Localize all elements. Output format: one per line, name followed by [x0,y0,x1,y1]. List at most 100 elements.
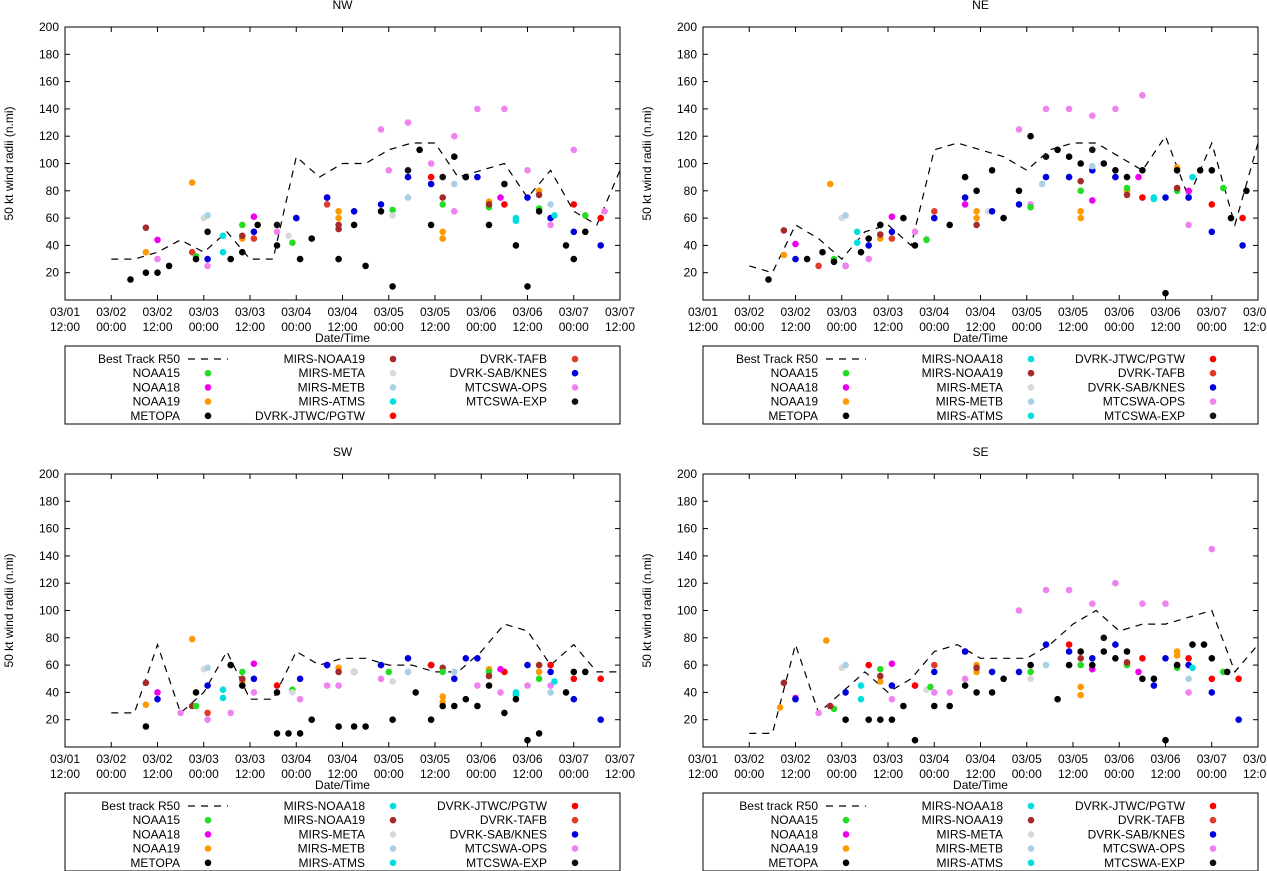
x-tick-time: 00:00 [1197,767,1227,781]
point-noaa19 [1173,652,1181,659]
x-tick-date: 03/04 [965,305,995,319]
point-mirs-noaa19 [239,232,246,240]
x-tick-date: 03/05 [374,305,404,319]
point-mirs-noaa19 [335,668,342,676]
point-metopa [239,248,246,256]
x-tick-date: 03/03 [189,752,219,766]
x-tick-time: 00:00 [559,767,589,781]
point-metopa [819,248,826,256]
point-metopa [1054,695,1061,703]
legend-label-metopa: METOPA [768,856,818,870]
point-dvrk-jtwc-pgtw [273,682,281,689]
point-noaa18 [497,194,504,201]
point-dvrk-jtwc-pgtw [1185,655,1192,662]
y-axis-label: 50 kt wind radii (n.mi) [640,106,654,220]
point-mtcswa-ops [1089,600,1096,607]
point-mtcswa-ops [154,255,161,263]
y-tick-label: 100 [677,604,697,618]
point-noaa19 [142,701,150,708]
point-noaa18 [497,665,504,673]
point-metopa [1027,132,1034,140]
point-mtcswa-ops [547,682,554,689]
point-metopa [296,255,304,263]
point-dvrk-sab-knes [474,655,481,662]
y-tick-label: 120 [39,129,59,143]
legend-swatch-mirs-metb [389,845,397,852]
point-dvrk-sab-knes [1065,648,1073,655]
point-mtcswa-ops [601,208,608,215]
point-dvrk-jtwc-pgtw [570,201,578,208]
point-mtcswa-exp [1042,153,1050,160]
point-metopa [877,221,884,229]
point-metopa [451,153,458,160]
legend-swatch-noaa18 [204,831,212,838]
point-metopa [1089,661,1096,669]
point-noaa15 [923,236,930,244]
legend-swatch-noaa15 [842,816,850,824]
x-tick-date: 03/05 [1012,752,1042,766]
y-tick-label: 180 [39,494,59,508]
point-metopa [1077,160,1084,167]
x-tick-date: 03/01 [50,752,80,766]
x-tick-time: 00:00 [559,320,589,334]
legend-label-mirs-metb: MIRS-METB [936,395,1003,409]
y-tick-label: 180 [677,494,697,508]
point-mtcswa-ops [385,167,393,174]
point-dvrk-sab-knes [961,194,969,201]
x-tick-time: 12:00 [50,767,80,781]
legend-label-mirs-meta: MIRS-META [299,827,365,841]
legend-swatch-noaa19 [204,398,212,405]
point-noaa18 [1135,668,1142,676]
y-axis-label: 50 kt wind radii (n.mi) [2,106,16,220]
point-noaa19 [1077,208,1084,215]
point-dvrk-jtwc-pgtw [427,173,435,181]
point-metopa [765,276,772,283]
legend-label-mirs-noaa18: MIRS-NOAA18 [922,799,1004,813]
point-metopa [524,283,531,290]
point-metopa [973,689,980,696]
legend-label-mtcswa-exp: MTCSWA-EXP [466,856,547,870]
point-mirs-noaa19 [439,194,447,201]
point-dvrk-tafb [931,661,938,669]
x-tick-time: 12:00 [965,320,995,334]
point-metopa [1208,167,1216,174]
y-tick-label: 20 [684,266,698,280]
legend-label-noaa19: NOAA19 [133,842,181,856]
legend-label-mirs-noaa18: MIRS-NOAA18 [922,352,1004,366]
legend-label-metopa: METOPA [130,409,180,423]
point-metopa [501,180,508,188]
panel-title: NW [333,0,354,12]
x-tick-time: 12:00 [1058,320,1088,334]
x-tick-time: 00:00 [827,767,857,781]
x-tick-date: 03/07 [559,305,589,319]
legend-swatch-mtcswa-exp [1209,412,1217,420]
point-mirs-atms [512,217,520,225]
legend-label-noaa18: NOAA18 [771,827,819,841]
x-tick-date: 03/06 [1104,752,1134,766]
point-dvrk-sab-knes [1015,201,1023,208]
point-metopa [911,736,919,744]
x-tick-date: 03/02 [142,752,172,766]
point-noaa15 [1123,184,1131,192]
y-tick-label: 40 [684,238,698,252]
point-mirs-meta [389,678,396,685]
legend-swatch-noaa18 [204,384,212,391]
legend-swatch-mtcswa-exp [571,859,579,867]
legend-swatch-dvrk-sab-knes [1209,831,1217,838]
point-noaa19 [335,214,342,222]
legend-swatch-mtcswa-ops [1209,398,1217,405]
legend-swatch-mirs-noaa19 [1027,369,1035,377]
panel-se: SE2040608010012014016018020003/0112:0003… [640,445,1267,871]
legend-label-dvrk-jtwc-pgtw: DVRK-JTWC/PGTW [1075,352,1186,366]
x-tick-date: 03/05 [1012,305,1042,319]
point-metopa [1065,153,1073,160]
point-metopa [350,221,358,229]
point-mtcswa-ops [1065,105,1073,113]
legend-label-mirs-noaa19: MIRS-NOAA19 [284,813,366,827]
point-metopa [1000,675,1007,683]
legend-swatch-noaa19 [842,398,850,405]
point-mtcswa-ops [1139,600,1146,607]
